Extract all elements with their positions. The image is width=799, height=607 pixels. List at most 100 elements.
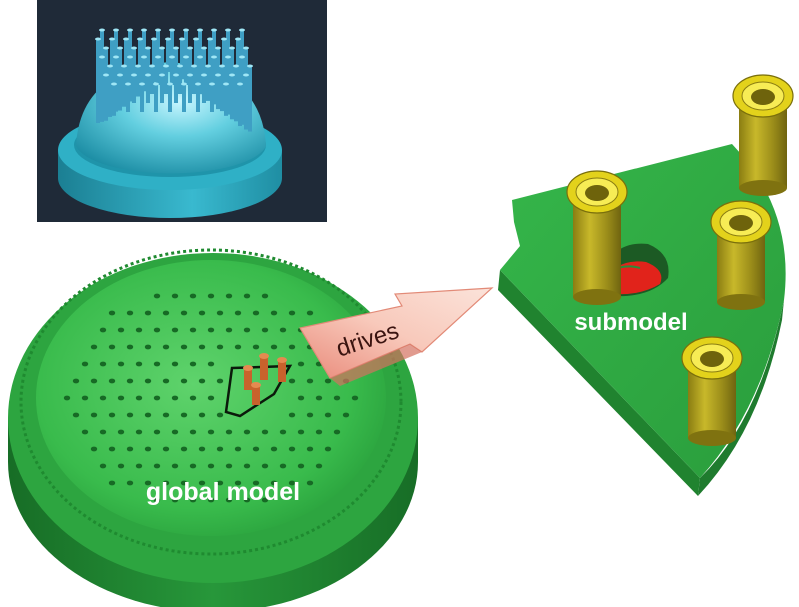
disc-hole xyxy=(288,446,296,452)
render-pin-head xyxy=(229,73,235,77)
disc-hole xyxy=(153,497,161,503)
stud-foot xyxy=(739,180,787,196)
render-pin-head xyxy=(215,46,221,50)
disc-hole xyxy=(81,395,89,401)
disc-hole xyxy=(207,395,215,401)
render-pin-head xyxy=(123,37,129,41)
disc-hole xyxy=(108,378,116,384)
render-pin xyxy=(132,48,136,98)
render-pin-head xyxy=(159,46,165,50)
disc-hole xyxy=(135,429,143,435)
render-pin-head xyxy=(153,82,159,86)
disc-hole xyxy=(216,480,224,486)
render-pin xyxy=(126,84,130,112)
disc-hole xyxy=(216,344,224,350)
render-pin-head xyxy=(233,64,239,68)
disc-hole xyxy=(306,412,314,418)
render-pin-head xyxy=(141,55,147,59)
render-pin-head xyxy=(197,28,203,32)
render-pin xyxy=(100,57,104,122)
disc-hole xyxy=(279,463,287,469)
render-pin xyxy=(146,75,150,103)
render-pin-head xyxy=(179,37,185,41)
render-pin xyxy=(160,48,164,78)
render-pin xyxy=(112,84,116,116)
render-pin xyxy=(122,66,126,107)
disc-hole xyxy=(216,378,224,384)
render-pin xyxy=(174,75,178,103)
render-pin xyxy=(244,75,248,130)
render-pin xyxy=(108,66,112,117)
render-pin-head xyxy=(225,28,231,32)
stud-bore xyxy=(585,185,609,201)
submodel-wedge: submodel xyxy=(498,74,794,496)
disc-hole xyxy=(306,446,314,452)
render-pin-head xyxy=(151,37,157,41)
render-pin xyxy=(192,66,196,94)
render-pin-head xyxy=(181,82,187,86)
render-pin-head xyxy=(99,55,105,59)
disc-ridge xyxy=(19,248,403,556)
disc-hole xyxy=(315,395,323,401)
disc-hole xyxy=(135,463,143,469)
disc-hole xyxy=(261,293,269,299)
submodel-region-outline xyxy=(224,364,293,418)
disc-hole xyxy=(108,480,116,486)
disc-hole xyxy=(252,480,260,486)
disc-hole xyxy=(144,378,152,384)
render-pin xyxy=(182,84,186,112)
render-pin-head xyxy=(207,37,213,41)
disc-hole xyxy=(90,344,98,350)
disc-hole xyxy=(171,327,179,333)
render-pin-head xyxy=(165,37,171,41)
render-pin xyxy=(184,57,188,85)
disc-hole xyxy=(171,361,179,367)
render-pin xyxy=(230,75,234,120)
render-pin-head xyxy=(209,82,215,86)
render-pin-head xyxy=(155,28,161,32)
render-pin-head xyxy=(145,73,151,77)
render-pin xyxy=(220,66,224,112)
disc-hole xyxy=(198,344,206,350)
disc-hole xyxy=(72,378,80,384)
disc-hole xyxy=(234,344,242,350)
render-pin xyxy=(96,39,100,123)
disc-hole xyxy=(180,446,188,452)
render-pin xyxy=(194,39,198,90)
render-pin-head xyxy=(155,55,161,59)
disc-hole xyxy=(117,327,125,333)
disc-hole xyxy=(99,463,107,469)
disc-hole xyxy=(117,429,125,435)
disc-hole xyxy=(99,429,107,435)
disc-hole xyxy=(81,429,89,435)
disc-hole xyxy=(288,480,296,486)
render-pin-head xyxy=(103,46,109,50)
disc-hole xyxy=(288,412,296,418)
disc-hole xyxy=(351,395,359,401)
render-pin-head xyxy=(225,55,231,59)
render-pin xyxy=(166,39,170,72)
render-pin-head xyxy=(103,73,109,77)
render-pin xyxy=(156,30,160,79)
render-pin xyxy=(216,75,220,110)
disc-hole xyxy=(270,310,278,316)
disc-hole xyxy=(189,293,197,299)
render-pin xyxy=(170,30,174,72)
disc-hole xyxy=(171,293,179,299)
disc-hole xyxy=(162,378,170,384)
render-pin-head xyxy=(195,82,201,86)
disc-hole xyxy=(135,395,143,401)
render-pin-head xyxy=(197,55,203,59)
disc-hole xyxy=(126,412,134,418)
render-pin-head xyxy=(131,46,137,50)
disc-hole xyxy=(279,327,287,333)
disc-hole xyxy=(324,446,332,452)
render-pin xyxy=(180,39,184,80)
disc-hole xyxy=(171,395,179,401)
submodel-label: submodel xyxy=(574,309,687,336)
disc-hole xyxy=(126,344,134,350)
disc-hole xyxy=(90,412,98,418)
render-pin-head xyxy=(173,73,179,77)
render-pin xyxy=(104,75,108,121)
